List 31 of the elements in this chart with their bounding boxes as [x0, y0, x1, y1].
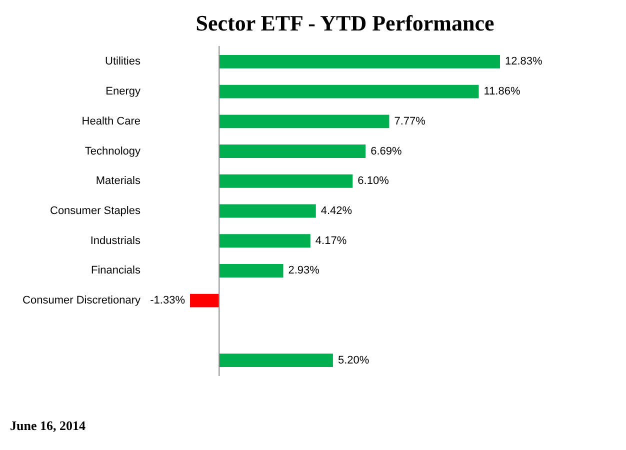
data-label: 4.17%: [315, 234, 347, 247]
bar: [219, 174, 353, 188]
data-label: 4.42%: [320, 205, 352, 217]
bar: [219, 54, 500, 68]
data-label: 2.93%: [288, 264, 320, 277]
data-label: 7.77%: [394, 115, 426, 128]
bar: [219, 84, 479, 98]
y-tick-label: Technology: [84, 145, 141, 158]
bar: [219, 204, 316, 218]
bar: [219, 264, 284, 278]
y-tick-label: Utilities: [105, 56, 141, 68]
bar: [219, 144, 366, 158]
data-label: 6.69%: [370, 145, 402, 158]
y-tick-label: Consumer Staples: [50, 205, 141, 217]
y-tick-label: Health Care: [82, 115, 140, 128]
text: June 16, 2014: [10, 418, 86, 433]
bar: [190, 294, 220, 308]
data-label: 5.20%: [338, 354, 370, 366]
bar: [219, 354, 333, 368]
y-tick-label: Energy: [106, 86, 141, 98]
y-tick-label: Materials: [96, 175, 141, 188]
bar: [219, 114, 390, 128]
y-tick-label: Industrials: [90, 234, 141, 247]
y-tick-label: Financials: [90, 264, 141, 277]
data-label: 11.86%: [484, 86, 520, 98]
data-label: -1.33%: [150, 294, 186, 307]
y-tick-label: Consumer Discretionary: [22, 294, 141, 307]
data-label: 12.83%: [505, 56, 543, 68]
bar: [219, 234, 310, 248]
chart-title: Sector ETF - YTD Performance: [196, 10, 494, 36]
data-label: 6.10%: [358, 175, 390, 188]
